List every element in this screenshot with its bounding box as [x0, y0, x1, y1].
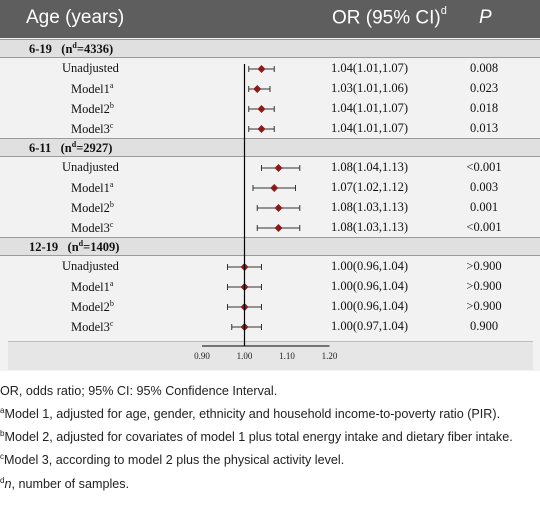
- footnote-a: aModel 1, adjusted for age, gender, ethn…: [0, 406, 501, 422]
- or-marker: [274, 224, 283, 232]
- p-value: 0.003: [469, 180, 499, 194]
- or-value: 1.07(1.02,1.12): [331, 180, 409, 194]
- p-value: 0.023: [469, 81, 499, 95]
- p-value: 0.018: [469, 101, 499, 115]
- table-header: Age (years) OR (95% CI)d P: [0, 0, 540, 38]
- p-value: <0.001: [466, 160, 502, 174]
- x-tick-label: 1.00: [237, 351, 253, 361]
- or-marker: [257, 65, 266, 73]
- or-marker: [274, 164, 283, 172]
- row-label: Model3c: [71, 121, 114, 137]
- row-label: Unadjusted: [62, 259, 119, 273]
- col-age-header: Age (years): [26, 7, 125, 28]
- or-value: 1.00(0.96,1.04): [331, 279, 409, 293]
- or-value: 1.08(1.03,1.13): [331, 200, 409, 214]
- x-tick-label: 0.90: [194, 351, 210, 361]
- row-label: Unadjusted: [62, 160, 119, 174]
- group-label: 12-19 (nd=1409): [29, 239, 120, 255]
- row-label: Model2b: [71, 200, 114, 216]
- or-value: 1.08(1.04,1.13): [331, 160, 409, 174]
- or-value: 1.00(0.97,1.04): [331, 319, 409, 333]
- forest-plot: 0.90 1.00 1.10 1.20: [194, 64, 338, 361]
- or-value: 1.04(1.01,1.07): [331, 101, 409, 115]
- footnotes: OR, odds ratio; 95% CI: 95% Confidence I…: [0, 382, 535, 494]
- or-value: 1.04(1.01,1.07): [331, 121, 409, 135]
- or-value: 1.08(1.03,1.13): [331, 220, 409, 234]
- row-label: Model2b: [71, 101, 114, 117]
- forest-table: 6-19 (nd=4336) Unadjusted 1.04(1.01,1.07) 0…: [0, 38, 540, 371]
- or-value: 1.00(0.96,1.04): [331, 259, 409, 273]
- p-value: <0.001: [466, 220, 502, 234]
- row-label: Unadjusted: [62, 61, 119, 75]
- group-label: 6-19 (nd=4336): [29, 41, 114, 57]
- row-label: Model1a: [71, 279, 114, 295]
- or-marker: [270, 184, 279, 192]
- row-label: Model3c: [71, 319, 114, 335]
- or-value: 1.00(0.96,1.04): [331, 299, 409, 313]
- row-label: Model2b: [71, 299, 114, 315]
- col-p-header: P: [479, 7, 492, 28]
- p-value: 0.013: [469, 121, 499, 135]
- x-tick-label: 1.20: [322, 351, 338, 361]
- p-value: 0.900: [469, 319, 499, 333]
- row-label: Model1a: [71, 81, 114, 97]
- group-label: 6-11 (nd=2927): [29, 140, 113, 156]
- p-value: >0.900: [466, 299, 502, 313]
- p-value: 0.001: [469, 200, 499, 214]
- group-header: 6-19 (nd=4336): [0, 39, 540, 58]
- p-value: 0.008: [469, 61, 499, 75]
- p-value: >0.900: [466, 279, 502, 293]
- or-value: 1.04(1.01,1.07): [331, 61, 409, 75]
- row-label: Model3c: [71, 220, 114, 236]
- footnote-or: OR, odds ratio; 95% CI: 95% Confidence I…: [0, 384, 278, 398]
- footnote-d: dn, number of samples.: [0, 475, 130, 491]
- col-or-header: OR (95% CI)d: [332, 5, 447, 29]
- row-label: Model1a: [71, 180, 114, 196]
- or-marker: [257, 105, 266, 113]
- footnote-b: bModel 2, adjusted for covariates of mod…: [0, 429, 513, 445]
- or-marker: [257, 125, 266, 133]
- or-marker: [253, 85, 262, 93]
- group-header: 12-19 (nd=1409): [0, 237, 540, 256]
- footnote-c: cModel 3, according to model 2 plus the …: [0, 452, 345, 468]
- p-value: >0.900: [466, 259, 502, 273]
- x-tick-label: 1.10: [279, 351, 295, 361]
- or-value: 1.03(1.01,1.06): [331, 81, 409, 95]
- group-header: 6-11 (nd=2927): [0, 138, 540, 157]
- or-marker: [274, 204, 283, 212]
